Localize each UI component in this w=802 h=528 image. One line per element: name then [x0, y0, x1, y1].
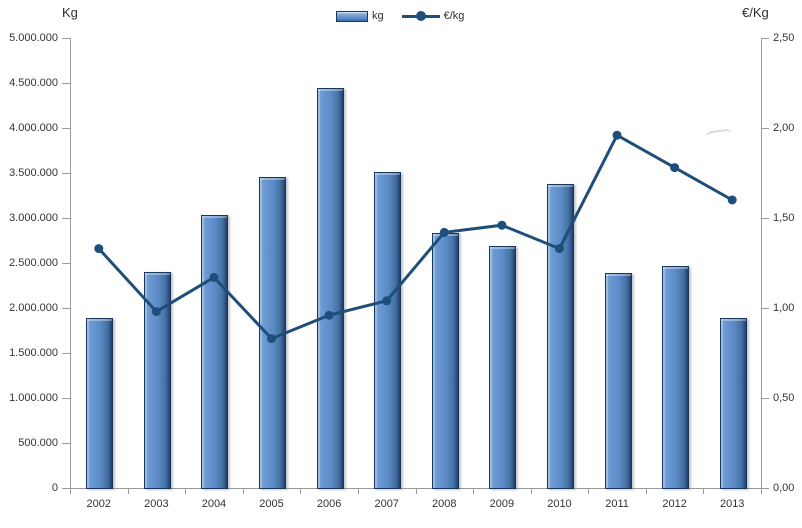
- category-label: 2004: [201, 498, 227, 510]
- left-axis-tick-label: 1.000.000: [9, 392, 58, 404]
- right-axis-tick: [762, 487, 769, 489]
- price-marker-2006: [324, 310, 334, 320]
- left-axis-tick-label: 2.000.000: [9, 302, 58, 314]
- price-marker-2003: [151, 307, 161, 317]
- legend-item-eur-per-kg: €/kg: [401, 10, 465, 22]
- left-axis-tick: [62, 442, 70, 444]
- left-axis-tick-label: 1.500.000: [9, 347, 58, 359]
- x-axis-tick: [473, 489, 475, 494]
- category-label: 2007: [374, 498, 399, 510]
- left-axis-tick: [62, 262, 70, 264]
- category-label: 2005: [259, 498, 284, 510]
- price-marker-2011: [612, 130, 622, 140]
- right-axis-tick: [762, 37, 769, 39]
- category-label: 2013: [719, 498, 745, 510]
- left-axis-tick-label: 4.500.000: [9, 77, 58, 89]
- left-axis-tick: [62, 487, 70, 489]
- price-line: [97, 133, 733, 341]
- x-axis-tick: [357, 489, 359, 494]
- left-axis-tick: [62, 307, 70, 309]
- price-marker-2009: [497, 220, 507, 230]
- x-axis-tick: [415, 489, 417, 494]
- right-axis-tick: [762, 127, 769, 129]
- legend-item-kg: kg: [336, 10, 384, 22]
- right-axis-tick: [762, 397, 769, 399]
- category-label: 2010: [547, 498, 572, 510]
- line-marker-swatch-icon: [415, 11, 426, 21]
- left-axis-title: Kg: [62, 5, 78, 20]
- price-marker-2012: [670, 163, 680, 173]
- x-axis-tick: [70, 489, 71, 494]
- bar-2002: [86, 317, 114, 489]
- right-axis-tick-label: 1,00: [773, 302, 795, 314]
- bar-2011: [604, 272, 632, 489]
- price-marker-2008: [439, 227, 449, 237]
- x-axis-tick: [588, 489, 590, 494]
- x-axis-tick: [242, 489, 244, 494]
- x-axis-tick: [185, 489, 187, 494]
- legend-label-eur-per-kg: €/kg: [443, 10, 465, 22]
- bar-2012: [662, 265, 690, 489]
- category-label: 2003: [144, 498, 169, 510]
- left-axis-tick: [62, 172, 70, 174]
- left-axis-line: [70, 38, 71, 488]
- x-axis-tick: [761, 489, 762, 494]
- right-axis-tick: [762, 307, 769, 309]
- left-axis-tick: [62, 37, 70, 39]
- right-axis-title: €/Kg: [742, 5, 769, 20]
- x-axis-tick: [645, 489, 647, 494]
- price-marker-2004: [209, 272, 219, 282]
- left-axis-tick-label: 3.000.000: [9, 212, 58, 224]
- line-series-swatch-icon: [401, 11, 440, 21]
- legend-label-kg: kg: [372, 10, 384, 22]
- x-axis-tick: [127, 489, 129, 494]
- left-axis-tick: [62, 397, 70, 399]
- right-axis-tick-label: 2,50: [773, 32, 795, 44]
- right-axis-tick-label: 2,00: [773, 122, 795, 134]
- right-axis-tick-label: 1,50: [773, 212, 795, 224]
- price-marker-2002: [94, 244, 104, 254]
- left-axis-tick-label: 5.000.000: [9, 32, 58, 44]
- left-axis-tick-label: 2.500.000: [9, 257, 58, 269]
- bar-2006: [316, 87, 344, 489]
- category-label: 2006: [316, 498, 342, 510]
- left-axis-tick-label: 500.000: [18, 437, 58, 449]
- price-marker-2007: [382, 296, 392, 306]
- right-axis-tick-label: 0,50: [773, 392, 795, 404]
- bar-2010: [546, 183, 574, 489]
- bar-2007: [374, 172, 402, 489]
- price-marker-2013: [727, 195, 737, 205]
- legend: kg €/kg: [336, 10, 464, 22]
- category-label: 2009: [489, 498, 515, 510]
- bar-2005: [259, 176, 287, 489]
- x-axis-tick: [530, 489, 532, 494]
- category-label: 2011: [605, 498, 629, 510]
- x-axis-tick: [703, 489, 705, 494]
- left-axis-tick-label: 0: [51, 482, 58, 494]
- bar-2004: [201, 215, 229, 489]
- right-axis-tick: [762, 217, 769, 219]
- left-axis-tick: [62, 217, 70, 219]
- left-axis-tick-label: 3.500.000: [9, 167, 58, 179]
- right-axis-tick-label: 0,00: [773, 482, 795, 494]
- left-axis-tick: [62, 352, 70, 354]
- bar-2013: [719, 317, 747, 489]
- price-marker-2005: [267, 334, 277, 344]
- x-axis-tick: [300, 489, 302, 494]
- left-axis-tick: [62, 82, 70, 84]
- left-axis-tick-label: 4.000.000: [9, 122, 58, 134]
- bar-series-swatch-icon: [336, 10, 368, 22]
- category-label: 2008: [432, 498, 457, 510]
- category-label: 2002: [86, 498, 112, 510]
- right-axis-line: [761, 38, 762, 488]
- bar-2009: [489, 245, 517, 489]
- left-axis-tick: [62, 127, 70, 129]
- price-marker-2010: [554, 244, 564, 254]
- x-axis-line: [70, 488, 762, 489]
- category-label: 2012: [662, 498, 687, 510]
